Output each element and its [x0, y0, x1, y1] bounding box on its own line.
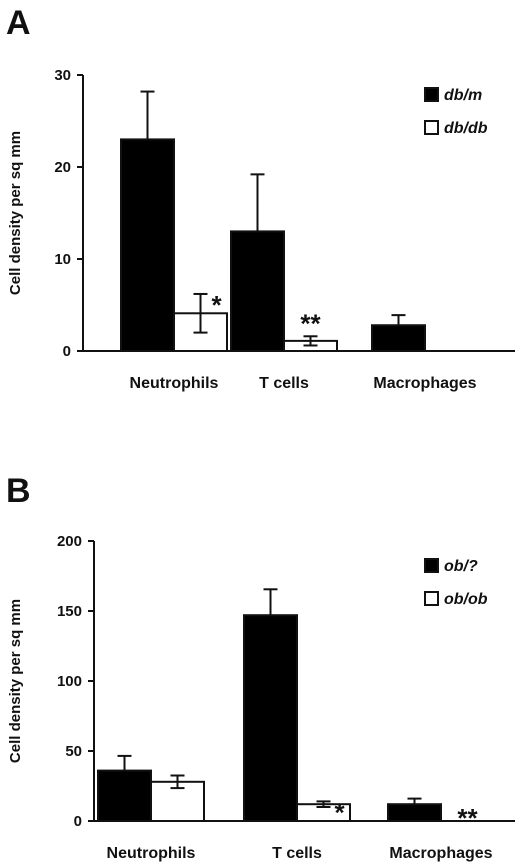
panel-label: B [6, 472, 31, 510]
panel-label: A [6, 4, 31, 42]
x-tick-label: Neutrophils [107, 845, 196, 862]
bar [120, 138, 175, 352]
y-axis-label: Cell density per sq mm [7, 599, 24, 763]
y-tick-label: 100 [57, 673, 82, 690]
y-tick-label: 0 [63, 343, 71, 360]
bar [97, 769, 152, 822]
significance-marker: * [211, 290, 222, 320]
significance-marker: * [334, 797, 345, 827]
chart-panel-A: A 0 10 20 30 Cell density per sq mm Neutrophil… [6, 4, 515, 392]
y-tick-label: 0 [74, 813, 82, 830]
chart-panel-B: B 0 50 100 150 200 Cell density per sq mm Neutr… [6, 472, 515, 862]
legend-label: db/m [444, 87, 482, 104]
x-tick-label: Neutrophils [130, 375, 219, 392]
significance-marker: ** [457, 803, 478, 833]
y-tick-label: 30 [54, 67, 71, 84]
legend-swatch [424, 591, 439, 606]
x-tick-label: T cells [259, 375, 309, 392]
y-axis-label: Cell density per sq mm [7, 131, 24, 295]
bar [387, 803, 442, 823]
y-tick-label: 150 [57, 603, 82, 620]
bar [371, 324, 426, 352]
legend-label: ob/ob [444, 591, 488, 608]
y-tick-label: 20 [54, 159, 71, 176]
significance-marker: ** [300, 308, 321, 338]
x-tick-label: Macrophages [389, 845, 492, 862]
legend-label: db/db [444, 120, 488, 137]
y-tick-label: 10 [54, 251, 71, 268]
y-tick-label: 200 [57, 533, 82, 550]
x-tick-label: T cells [272, 845, 322, 862]
bar [243, 614, 298, 823]
legend-label: ob/? [444, 558, 478, 575]
legend-swatch [424, 87, 439, 102]
legend-swatch [424, 120, 439, 135]
bar [230, 230, 285, 352]
y-tick-label: 50 [65, 743, 82, 760]
x-tick-label: Macrophages [373, 375, 476, 392]
legend-swatch [424, 558, 439, 573]
